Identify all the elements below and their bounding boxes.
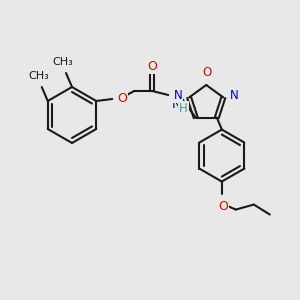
Text: O: O: [202, 66, 212, 79]
Text: CH₃: CH₃: [28, 71, 49, 81]
Text: CH₃: CH₃: [52, 57, 74, 67]
Text: H: H: [179, 102, 188, 115]
Text: O: O: [147, 59, 157, 73]
Text: O: O: [117, 92, 127, 104]
Text: O: O: [218, 200, 228, 213]
Text: N: N: [230, 89, 239, 102]
Text: N: N: [173, 89, 182, 102]
Text: N: N: [172, 98, 182, 111]
